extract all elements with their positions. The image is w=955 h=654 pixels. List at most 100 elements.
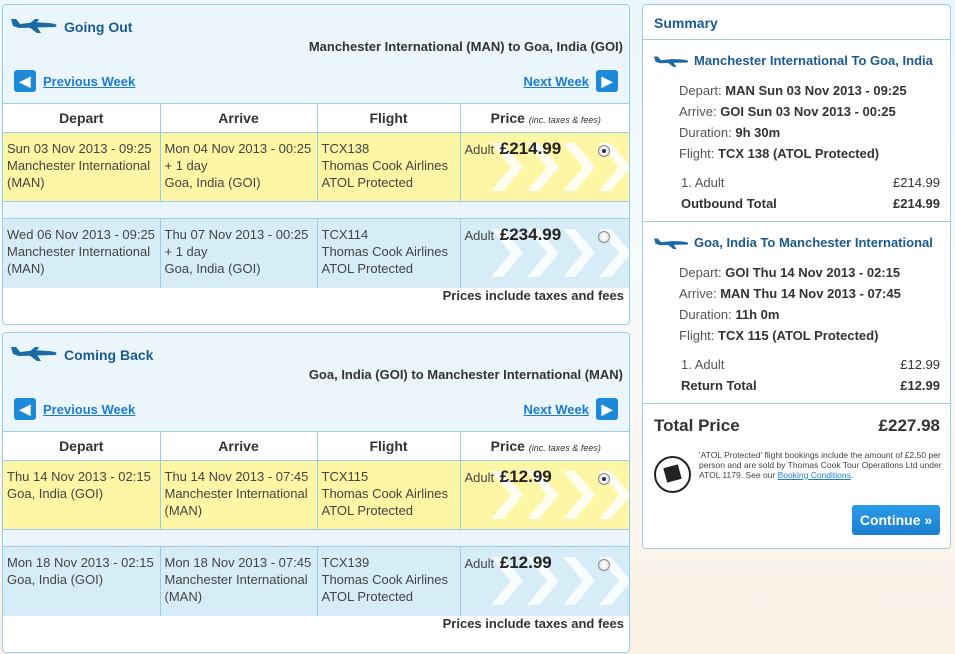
outbound-week-nav: ◀ Previous Week Next Week ▶ bbox=[3, 61, 629, 103]
flight-info: Flight: TCX 138 (ATOL Protected) bbox=[679, 146, 880, 161]
atol-disclaimer: 'ATOL Protected' flight bookings include… bbox=[699, 450, 942, 480]
price-cell: Adult £12.99 bbox=[460, 460, 629, 530]
previous-week-link[interactable]: Previous Week bbox=[43, 402, 136, 417]
flight-info: Flight: TCX 115 (ATOL Protected) bbox=[679, 328, 879, 343]
previous-week-arrow-icon[interactable]: ◀ bbox=[14, 70, 36, 92]
outbound-header: Going Out Manchester International (MAN)… bbox=[3, 5, 629, 61]
fare-price: £12.99 bbox=[499, 553, 552, 572]
booking-conditions-link[interactable]: Booking Conditions bbox=[777, 470, 851, 480]
next-week-link[interactable]: Next Week bbox=[523, 402, 589, 417]
price-header: Price (inc. taxes & fees) bbox=[460, 103, 629, 133]
outbound-route: Manchester International (MAN) to Goa, I… bbox=[308, 39, 623, 54]
total-price: Total Price £227.98 bbox=[654, 416, 940, 435]
arrive-info: Arrive: GOI Sun 03 Nov 2013 - 00:25 bbox=[679, 104, 896, 119]
arrive-cell: Mon 04 Nov 2013 - 00:25 + 1 day Goa, India… bbox=[160, 132, 318, 202]
outbound-flight-table: Depart Arrive Flight Price (inc. taxes &… bbox=[3, 103, 629, 288]
summary-outbound-leg: Manchester International To Goa, India D… bbox=[643, 40, 950, 222]
arrive-header: Arrive bbox=[160, 103, 318, 133]
duration-info: Duration: 11h 0m bbox=[679, 307, 780, 322]
price-cell: Adult £12.99 bbox=[460, 546, 629, 616]
duration-info: Duration: 9h 30m bbox=[679, 125, 781, 140]
summary-outbound-heading: Manchester International To Goa, India bbox=[654, 53, 933, 68]
price-header: Price (inc. taxes & fees) bbox=[460, 431, 629, 461]
fare-select-radio[interactable] bbox=[598, 559, 610, 571]
plane-icon bbox=[654, 238, 689, 249]
chevron-decoration-icon bbox=[481, 461, 629, 530]
return-flights-panel: Coming Back Goa, India (GOI) to Manchest… bbox=[2, 332, 630, 653]
arrive-info: Arrive: MAN Thu 14 Nov 2013 - 07:45 bbox=[679, 286, 901, 301]
flight-cell: TCX114 Thomas Cook Airlines ATOL Protected bbox=[317, 218, 461, 288]
booking-summary-panel: Summary Manchester International To Goa,… bbox=[642, 4, 951, 549]
atol-protected-icon bbox=[654, 456, 691, 493]
flight-cell: TCX138 Thomas Cook Airlines ATOL Protected bbox=[317, 132, 461, 202]
passenger-line: 1. Adult £214.99 bbox=[681, 175, 940, 190]
flight-cell: TCX139 Thomas Cook Airlines ATOL Protected bbox=[317, 546, 461, 616]
outbound-title: Going Out bbox=[64, 19, 133, 35]
chevron-decoration-icon bbox=[481, 219, 629, 288]
depart-header: Depart bbox=[3, 103, 161, 133]
fare-price: £214.99 bbox=[499, 139, 562, 158]
next-week-arrow-icon[interactable]: ▶ bbox=[596, 398, 618, 420]
return-route: Goa, India (GOI) to Manchester Internati… bbox=[308, 367, 623, 382]
depart-cell: Sun 03 Nov 2013 - 09:25 Manchester Intern… bbox=[3, 132, 161, 202]
prices-note: Prices include taxes and fees bbox=[442, 616, 624, 631]
price-cell: Adult £234.99 bbox=[460, 218, 629, 288]
leg-heading: Manchester International To Goa, India bbox=[694, 53, 933, 68]
depart-header: Depart bbox=[3, 431, 161, 461]
price-cell: Adult £214.99 bbox=[460, 132, 629, 202]
table-header-row: Depart Arrive Flight Price (inc. taxes &… bbox=[3, 431, 629, 461]
return-title: Coming Back bbox=[64, 347, 154, 363]
depart-cell: Thu 14 Nov 2013 - 02:15 Goa, India (GOI) bbox=[3, 460, 161, 530]
flight-header: Flight bbox=[317, 103, 461, 133]
return-header: Coming Back Goa, India (GOI) to Manchest… bbox=[3, 333, 629, 389]
outbound-flights-panel: Going Out Manchester International (MAN)… bbox=[2, 4, 630, 325]
flight-header: Flight bbox=[317, 431, 461, 461]
fare-type-label: Adult bbox=[464, 142, 495, 157]
arrive-cell: Mon 18 Nov 2013 - 07:45 Manchester Intern… bbox=[160, 546, 318, 616]
flight-row[interactable]: Mon 18 Nov 2013 - 02:15 Goa, India (GOI) … bbox=[3, 546, 629, 616]
arrive-cell: Thu 14 Nov 2013 - 07:45 Manchester Intern… bbox=[160, 460, 318, 530]
arrive-header: Arrive bbox=[160, 431, 318, 461]
row-divider bbox=[3, 529, 629, 547]
fare-select-radio[interactable] bbox=[598, 145, 610, 157]
flight-row[interactable]: Sun 03 Nov 2013 - 09:25 Manchester Intern… bbox=[3, 132, 629, 202]
summary-return-leg: Goa, India To Manchester International D… bbox=[643, 222, 950, 404]
flight-row[interactable]: Wed 06 Nov 2013 - 09:25 Manchester Intern… bbox=[3, 218, 629, 288]
return-flight-table: Depart Arrive Flight Price (inc. taxes &… bbox=[3, 431, 629, 616]
fare-type-label: Adult bbox=[464, 470, 495, 485]
plane-icon bbox=[11, 347, 57, 361]
fare-type-label: Adult bbox=[464, 556, 495, 571]
passenger-line: 1. Adult £12.99 bbox=[681, 357, 940, 372]
fare-select-radio[interactable] bbox=[598, 473, 610, 485]
prices-note: Prices include taxes and fees bbox=[442, 288, 624, 303]
chevron-decoration-icon bbox=[481, 133, 629, 202]
previous-week-arrow-icon[interactable]: ◀ bbox=[14, 398, 36, 420]
depart-cell: Mon 18 Nov 2013 - 02:15 Goa, India (GOI) bbox=[3, 546, 161, 616]
previous-week-link[interactable]: Previous Week bbox=[43, 74, 136, 89]
plane-icon bbox=[11, 19, 57, 33]
total-price-box: Total Price £227.98 'ATOL Protected' flig… bbox=[643, 404, 950, 548]
return-total: Return Total £12.99 bbox=[681, 378, 940, 393]
summary-title: Summary bbox=[643, 5, 950, 40]
fare-price: £12.99 bbox=[499, 467, 552, 486]
chevron-decoration-icon bbox=[481, 547, 629, 616]
depart-info: Depart: GOI Thu 14 Nov 2013 - 02:15 bbox=[679, 265, 901, 280]
row-divider bbox=[3, 201, 629, 219]
outbound-total: Outbound Total £214.99 bbox=[681, 196, 940, 211]
fare-select-radio[interactable] bbox=[598, 231, 610, 243]
depart-info: Depart: MAN Sun 03 Nov 2013 - 09:25 bbox=[679, 83, 907, 98]
table-header-row: Depart Arrive Flight Price (inc. taxes &… bbox=[3, 103, 629, 133]
summary-return-heading: Goa, India To Manchester International bbox=[654, 235, 933, 250]
flight-row[interactable]: Thu 14 Nov 2013 - 02:15 Goa, India (GOI) … bbox=[3, 460, 629, 530]
continue-button[interactable]: Continue » bbox=[852, 505, 940, 535]
next-week-arrow-icon[interactable]: ▶ bbox=[596, 70, 618, 92]
next-week-link[interactable]: Next Week bbox=[523, 74, 589, 89]
fare-price: £234.99 bbox=[499, 225, 562, 244]
depart-cell: Wed 06 Nov 2013 - 09:25 Manchester Intern… bbox=[3, 218, 161, 288]
arrive-cell: Thu 07 Nov 2013 - 00:25 + 1 day Goa, India… bbox=[160, 218, 318, 288]
plane-icon bbox=[654, 56, 689, 67]
fare-type-label: Adult bbox=[464, 228, 495, 243]
leg-heading: Goa, India To Manchester International bbox=[694, 235, 933, 250]
return-week-nav: ◀ Previous Week Next Week ▶ bbox=[3, 389, 629, 431]
flight-cell: TCX115 Thomas Cook Airlines ATOL Protected bbox=[317, 460, 461, 530]
